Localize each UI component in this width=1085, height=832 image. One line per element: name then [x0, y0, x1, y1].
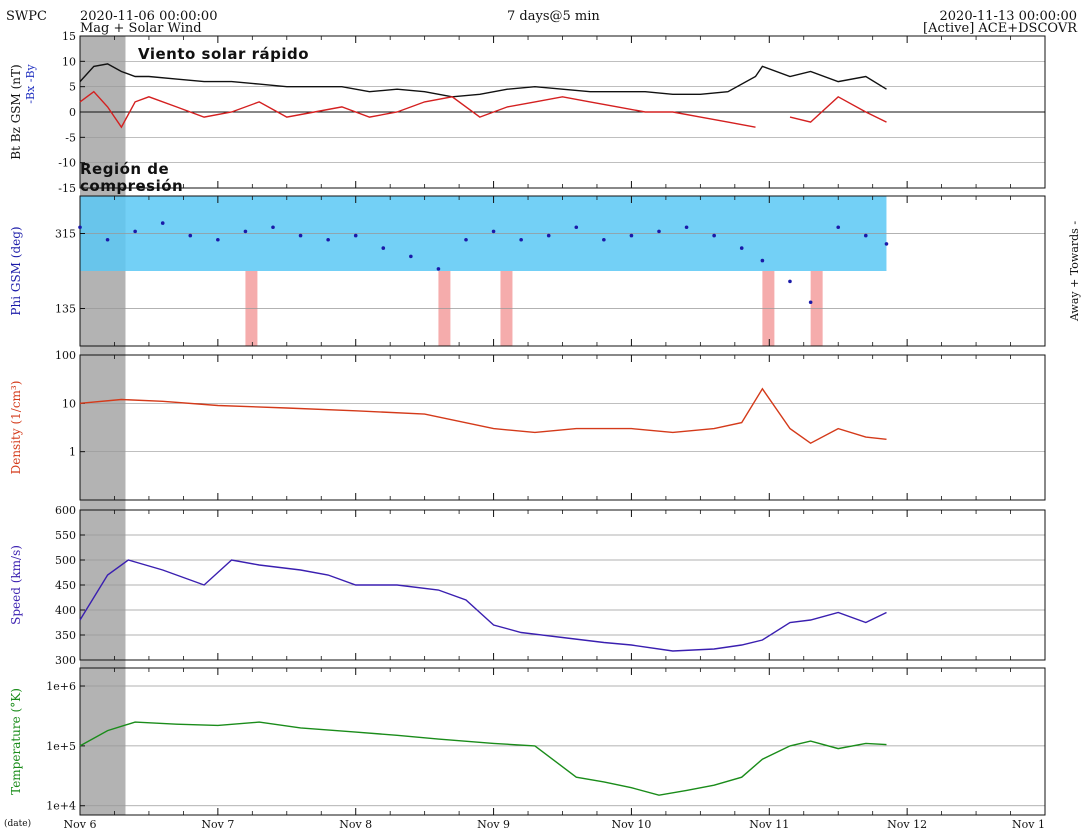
- phi-point: [808, 300, 813, 305]
- y-tick-label: 300: [55, 654, 76, 667]
- phi-point: [298, 233, 303, 238]
- y-tick-label: 5: [69, 81, 76, 94]
- y-tick-label: 1e+5: [46, 740, 76, 753]
- phi-point: [602, 237, 606, 242]
- y-tick-label: 1e+4: [46, 800, 76, 813]
- series-line-density: [79, 387, 887, 445]
- subtitle-left: Mag + Solar Wind: [80, 21, 202, 36]
- y-tick-label: 315: [55, 228, 76, 241]
- y-tick-label: 500: [55, 554, 76, 567]
- compression-annotation-line1: Región de: [80, 160, 170, 178]
- phi-point: [491, 229, 496, 234]
- start-date: 2020-11-06 00:00:00: [80, 9, 218, 24]
- phi-point: [105, 237, 110, 242]
- phi-point: [739, 246, 744, 250]
- phi-point: [657, 229, 661, 234]
- end-date: 2020-11-13 00:00:00: [939, 9, 1077, 24]
- phi-point: [712, 233, 716, 238]
- x-tick-label: Nov 8: [339, 818, 372, 831]
- phi-point: [409, 254, 413, 259]
- y-tick-label: 1e+6: [46, 680, 76, 693]
- span-label: 7 days@5 min: [507, 9, 600, 24]
- y-axis-label: Bt Bz GSM (nT): [9, 64, 23, 159]
- panel-frame: [79, 354, 1046, 501]
- y-axis-label: Phi GSM (deg): [9, 226, 23, 315]
- source-label: SWPC: [6, 9, 47, 24]
- x-axis-label: (date): [4, 818, 31, 829]
- y-tick-label: -15: [58, 182, 76, 195]
- y-axis-label: Temperature (°K): [9, 688, 23, 795]
- phi-point: [464, 237, 468, 242]
- y-tick-label: 0: [69, 106, 76, 119]
- phi-point: [836, 225, 841, 230]
- series-line-bt: [79, 63, 887, 98]
- phi-point: [760, 258, 765, 263]
- x-tick-label: Nov 11: [749, 818, 789, 831]
- y-tick-label: 1: [69, 446, 76, 459]
- y-axis-label: Density (1/cm³): [9, 381, 23, 475]
- phi-point: [216, 237, 220, 242]
- y-axis-label-right: Away + Towards -: [1068, 221, 1081, 322]
- y-tick-label: 600: [55, 504, 76, 517]
- phi-point: [788, 279, 792, 284]
- phi-point: [546, 233, 551, 238]
- y-tick-label: 15: [62, 30, 76, 43]
- y-tick-label: 10: [62, 397, 76, 410]
- phi-point: [863, 233, 868, 238]
- subtitle-right: [Active] ACE+DSCOVR: [923, 21, 1077, 36]
- x-tick-label: Nov 12: [887, 818, 927, 831]
- x-tick-label: Nov 1: [1012, 818, 1045, 831]
- series-line-bz: [79, 90, 887, 129]
- y-tick-label: 450: [55, 579, 76, 592]
- fast-wind-annotation: Viento solar rápido: [138, 45, 310, 63]
- panel-frame: [79, 667, 1046, 816]
- y-tick-label: 135: [55, 303, 76, 316]
- series-line-speed: [79, 559, 887, 652]
- compression-region-shade: [80, 36, 126, 815]
- phi-point: [188, 233, 193, 238]
- phi-point: [271, 225, 275, 230]
- phi-point: [884, 242, 889, 246]
- phi-point: [381, 246, 386, 250]
- phi-point: [574, 225, 579, 230]
- y-axis-label-extra: -Bx -By: [24, 63, 37, 103]
- phi-point: [160, 221, 165, 225]
- phi-point: [436, 267, 441, 271]
- series-line-temperature: [79, 721, 887, 796]
- phi-point: [629, 233, 634, 238]
- phi-point: [519, 237, 523, 242]
- x-tick-label: Nov 9: [477, 818, 510, 831]
- y-tick-label: 550: [55, 529, 76, 542]
- x-tick-label: Nov 10: [611, 818, 651, 831]
- y-axis-label: Speed (km/s): [9, 545, 23, 625]
- phi-point: [133, 229, 137, 234]
- y-tick-label: -5: [65, 131, 76, 144]
- phi-point: [243, 229, 248, 234]
- y-tick-label: 350: [55, 629, 76, 642]
- y-tick-label: 100: [55, 349, 76, 362]
- compression-annotation-line2: compresión: [80, 177, 184, 195]
- phi-point: [326, 237, 330, 242]
- x-tick-label: Nov 6: [64, 818, 97, 831]
- y-tick-label: 10: [62, 55, 76, 68]
- phi-point: [684, 225, 689, 230]
- phi-point: [78, 225, 82, 230]
- x-tick-label: Nov 7: [201, 818, 234, 831]
- y-tick-label: 400: [55, 604, 76, 617]
- phi-point: [353, 233, 358, 238]
- y-tick-label: -10: [58, 157, 76, 170]
